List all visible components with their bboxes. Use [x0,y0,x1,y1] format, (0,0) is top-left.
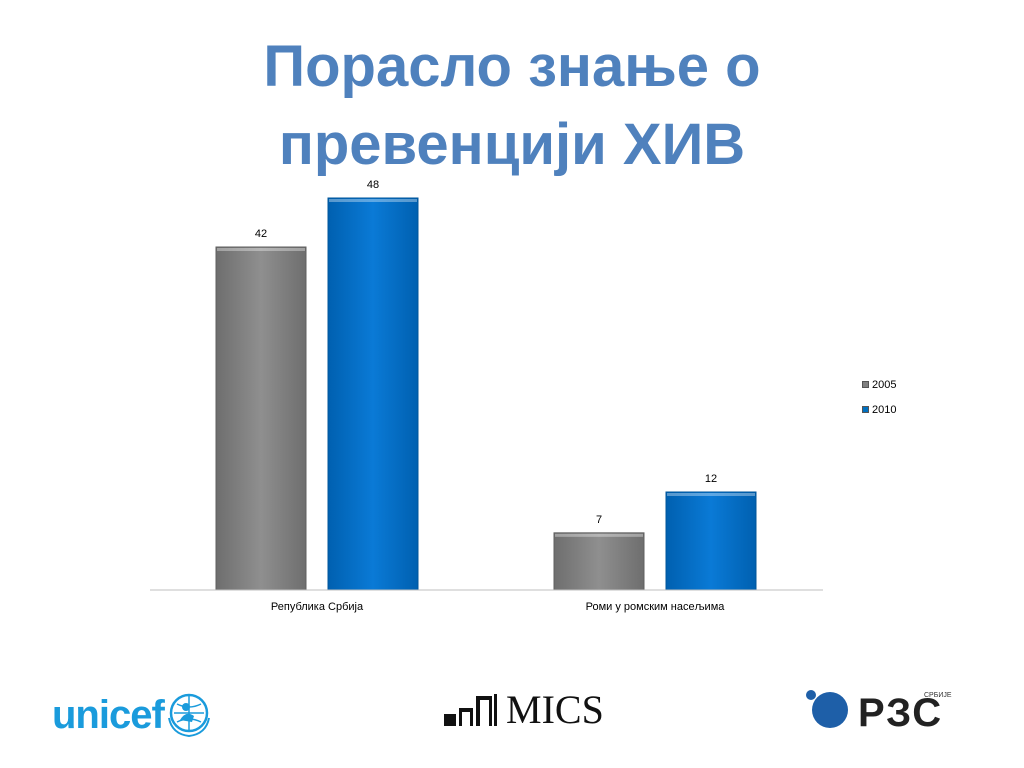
unicef-wordmark: unicef [52,692,165,737]
data-label-2005-2: 7 [596,514,602,526]
bar-highlight-2010-2 [667,493,755,496]
title-line-1: Порасло знање о [263,34,761,99]
slide-title: Порасло знање о превенцији ХИВ [0,28,1024,184]
chart-legend: 2005 2010 [862,372,896,422]
bar-2010-1 [327,197,419,591]
legend-item-2005: 2005 [862,372,896,397]
legend-swatch-2005 [862,381,869,388]
title-line-2: превенцији ХИВ [278,112,746,177]
bar-2010-2 [665,491,757,591]
mics-bars-icon [444,694,497,726]
bar-highlight-2010-1 [329,199,417,202]
rzs-small-text: СРБИЈЕ [924,692,952,699]
unicef-emblem-icon [167,693,210,738]
data-label-2005-1: 42 [255,228,267,240]
rzs-logo: РЗС СРБИЈЕ [806,690,952,732]
bar-highlight-2005-1 [217,248,305,251]
bar-2005-1 [215,246,307,591]
bar-highlight-2005-2 [555,533,643,537]
rzs-circle-icon [812,692,848,728]
legend-label-2010: 2010 [872,403,897,416]
mics-logo: MICS [442,687,604,732]
rzs-wordmark: РЗС [858,691,943,732]
legend-swatch-2010 [862,406,869,413]
legend-label-2005: 2005 [872,378,897,391]
bar-2005-2 [553,532,645,591]
category-label-2: Роми у ромским насељима [586,601,726,613]
rzs-dot-icon [806,690,816,700]
category-label-1: Република Србија [271,601,364,613]
legend-item-2010: 2010 [862,397,896,422]
data-label-2010-2: 12 [705,473,717,485]
data-label-2010-1: 48 [367,179,379,191]
mics-wordmark: MICS [506,687,604,732]
unicef-logo: unicef [52,690,214,740]
